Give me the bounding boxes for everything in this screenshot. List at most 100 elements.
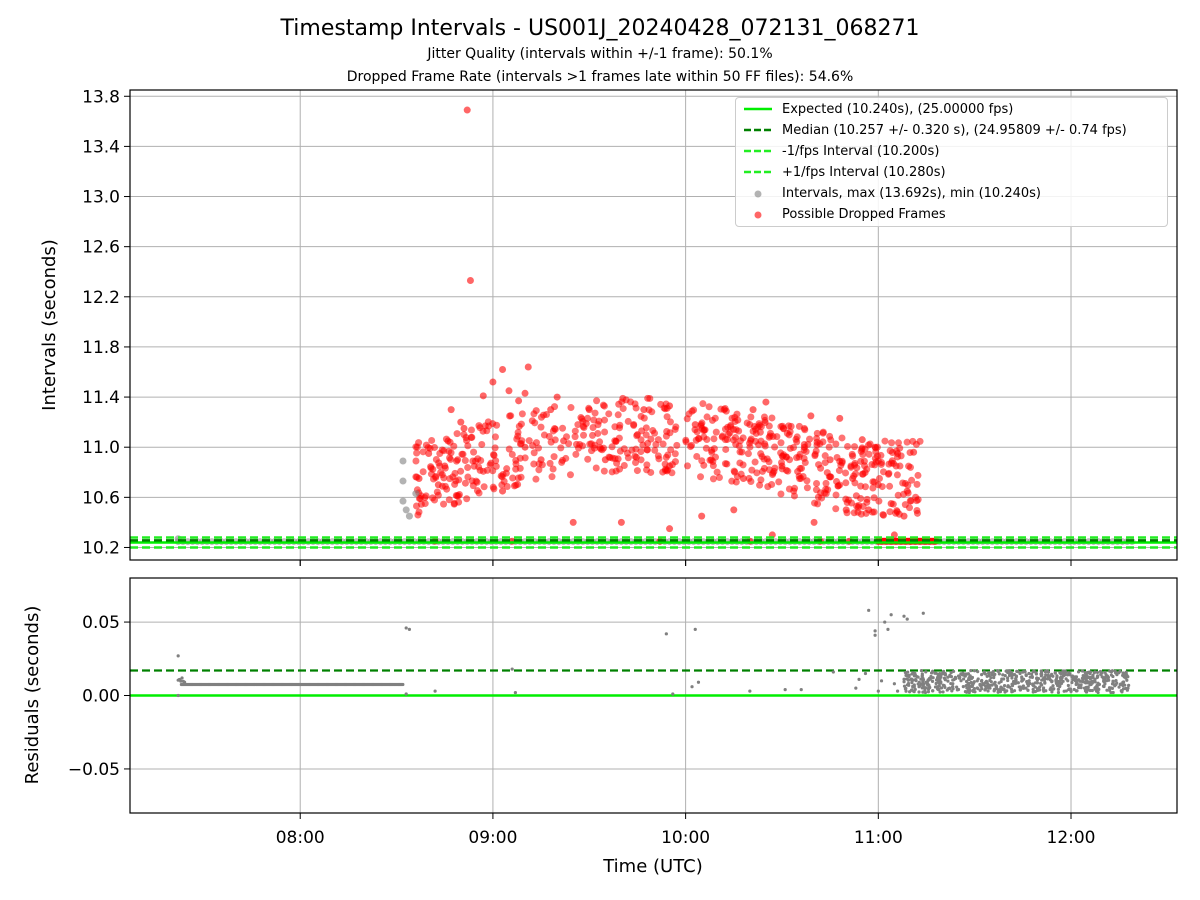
dropped-frame-point [732,478,740,486]
dropped-frame-point [807,412,815,420]
dropped-frame-point [616,465,624,473]
residual-point [1001,687,1005,692]
dropped-frame-point [447,455,455,463]
dropped-frame-point [428,436,436,444]
dropped-frame-point [753,469,761,477]
dropped-frame-point [644,394,652,402]
dropped-frame-point [514,474,522,482]
residual-point [987,673,991,678]
residual-point [978,688,982,692]
dropped-frame-point [592,464,600,472]
dropped-frame-point [775,478,783,486]
residual-point [990,671,994,675]
residual-point [937,684,941,688]
residual-point [1088,671,1092,676]
dropped-frame-point [715,473,723,481]
chart-title: Timestamp Intervals - US001J_20240428_07… [280,16,920,41]
dropped-frame-point [586,440,594,448]
dropped-frame-point [881,437,889,445]
dropped-frame-point [617,518,625,526]
dropped-frame-point [560,437,568,445]
dropped-frame-point [826,456,834,464]
dropped-frame-point [863,495,871,503]
dropped-frame-point [600,467,608,475]
dropped-frame-point [723,435,731,443]
dropped-frame-point [567,404,575,412]
residual-point [895,689,900,693]
dropped-frame-point [851,443,859,451]
dropped-frame-point [454,456,462,464]
dropped-frame-point [502,469,510,477]
dropped-frame-point [458,450,466,458]
dropped-frame-point [623,449,631,457]
residual-point [407,627,412,632]
dropped-frame-point [815,461,823,469]
residual-point [867,608,871,612]
dropped-frame-point [440,474,448,482]
residual-point [1096,686,1100,691]
dropped-frame-point [432,474,440,482]
dropped-frame-point [702,444,710,452]
residual-point [179,679,183,683]
residual-point [883,620,887,624]
residual-point [921,680,925,684]
dropped-frame-point [614,455,622,463]
dropped-frame-point [470,462,478,470]
dropped-frame-point [436,462,444,470]
residual-point [980,673,984,677]
dropped-frame-point [663,413,671,421]
dropped-frame-point [490,451,498,459]
residual-point [1091,673,1095,678]
residual-point [968,689,972,693]
dropped-frame-point [822,479,830,487]
dropped-frame-point [434,491,442,499]
top-y-axis-label: Intervals (seconds) [39,239,60,411]
x-tick-label: 09:00 [468,828,517,848]
dropped-frame-point [729,425,737,433]
residual-point [917,685,921,689]
dropped-frame-point [534,444,542,452]
residual-point [1014,678,1018,682]
residual-point [941,683,945,687]
dropped-frame-point [478,440,486,448]
dropped-frame-point [757,476,765,484]
dropped-frame-point [666,429,674,437]
residual-point [180,676,184,680]
dropped-frame-point [703,413,711,421]
dropped-frame-point [852,492,860,500]
dropped-frame-point [499,365,507,373]
dropped-frame-point [601,416,609,424]
dropped-frame-point [913,480,921,488]
dropped-frame-point [569,518,577,526]
dropped-frame-point [637,436,645,444]
dropped-frame-point [645,406,653,414]
dropped-frame-point [654,452,662,460]
residual-point [912,690,916,694]
residual-point [1048,687,1052,692]
residual-point [1099,672,1103,677]
dropped-frame-point [757,423,765,431]
y-tick-label: 12.6 [82,238,120,258]
dropped-frame-point [907,497,915,505]
dropped-frame-point [542,411,550,419]
dropped-frame-point [838,434,846,442]
dropped-frame-point [777,439,785,447]
residual-point [1045,669,1049,673]
dropped-frame-point [905,462,913,470]
dropped-frame-point [896,462,904,470]
residual-point [1127,683,1131,687]
dropped-frame-point [751,458,759,466]
residual-point [513,690,517,695]
residual-point [1107,678,1111,682]
residual-point [1094,689,1099,693]
dropped-frame-point [888,439,896,447]
residual-point [182,680,187,684]
dropped-frame-point [747,437,755,445]
residual-point [1041,686,1046,690]
residual-point [967,681,971,685]
residual-point [1064,670,1068,674]
legend-label: Median (10.257 +/- 0.320 s), (24.95809 +… [782,123,1127,138]
residual-point [921,682,926,686]
residual-point [1051,684,1055,688]
